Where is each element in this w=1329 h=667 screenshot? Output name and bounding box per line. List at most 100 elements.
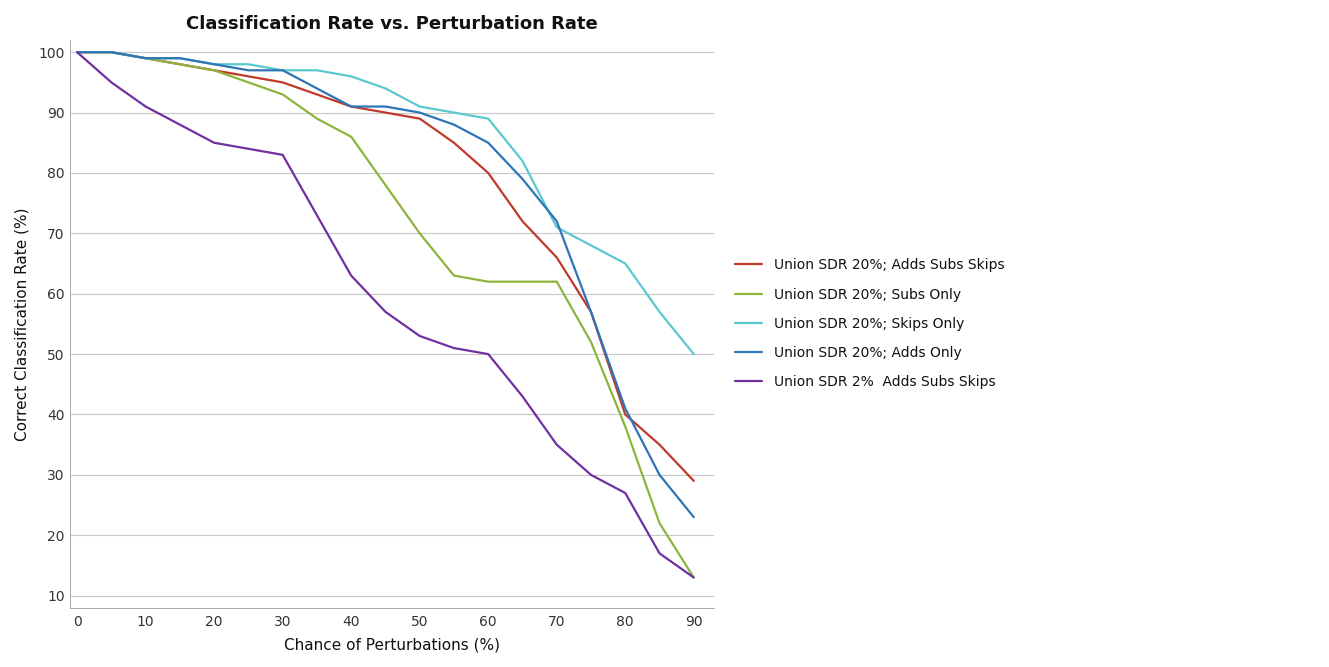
Union SDR 20%; Adds Subs Skips	[412, 115, 428, 123]
Y-axis label: Correct Classification Rate (%): Correct Classification Rate (%)	[15, 207, 31, 441]
Union SDR 20%; Subs Only	[412, 229, 428, 237]
Union SDR 20%; Adds Only	[617, 404, 633, 412]
Union SDR 20%; Skips Only	[171, 54, 187, 62]
Union SDR 2%  Adds Subs Skips	[686, 574, 702, 582]
Union SDR 20%; Adds Subs Skips	[651, 441, 667, 449]
Union SDR 20%; Skips Only	[514, 157, 530, 165]
Title: Classification Rate vs. Perturbation Rate: Classification Rate vs. Perturbation Rat…	[186, 15, 598, 33]
Union SDR 20%; Subs Only	[343, 133, 359, 141]
Union SDR 20%; Adds Only	[206, 60, 222, 68]
Union SDR 20%; Subs Only	[377, 181, 393, 189]
Union SDR 2%  Adds Subs Skips	[549, 441, 565, 449]
Union SDR 2%  Adds Subs Skips	[69, 48, 85, 56]
Union SDR 20%; Subs Only	[549, 277, 565, 285]
Union SDR 20%; Adds Subs Skips	[275, 79, 291, 87]
Union SDR 20%; Skips Only	[412, 103, 428, 111]
Union SDR 2%  Adds Subs Skips	[583, 471, 599, 479]
Union SDR 20%; Adds Subs Skips	[308, 91, 324, 99]
Union SDR 20%; Adds Only	[549, 217, 565, 225]
Union SDR 2%  Adds Subs Skips	[412, 332, 428, 340]
Union SDR 2%  Adds Subs Skips	[241, 145, 256, 153]
Union SDR 20%; Subs Only	[275, 91, 291, 99]
Union SDR 20%; Skips Only	[549, 223, 565, 231]
Union SDR 20%; Subs Only	[617, 423, 633, 431]
Union SDR 20%; Subs Only	[138, 54, 154, 62]
Union SDR 20%; Adds Only	[308, 85, 324, 93]
Union SDR 2%  Adds Subs Skips	[343, 271, 359, 279]
Union SDR 20%; Adds Only	[104, 48, 120, 56]
Union SDR 20%; Skips Only	[686, 350, 702, 358]
Union SDR 20%; Adds Only	[275, 66, 291, 74]
Union SDR 20%; Skips Only	[308, 66, 324, 74]
Union SDR 20%; Adds Only	[138, 54, 154, 62]
Union SDR 20%; Adds Only	[583, 308, 599, 316]
Union SDR 20%; Subs Only	[206, 66, 222, 74]
Union SDR 2%  Adds Subs Skips	[651, 550, 667, 558]
Union SDR 2%  Adds Subs Skips	[308, 211, 324, 219]
Union SDR 20%; Skips Only	[651, 308, 667, 316]
Union SDR 2%  Adds Subs Skips	[206, 139, 222, 147]
Union SDR 20%; Subs Only	[651, 519, 667, 527]
Union SDR 20%; Adds Only	[171, 54, 187, 62]
Union SDR 2%  Adds Subs Skips	[275, 151, 291, 159]
Union SDR 2%  Adds Subs Skips	[104, 79, 120, 87]
Union SDR 20%; Adds Subs Skips	[447, 139, 462, 147]
Union SDR 20%; Adds Only	[686, 513, 702, 521]
Line: Union SDR 2%  Adds Subs Skips: Union SDR 2% Adds Subs Skips	[77, 52, 694, 578]
Union SDR 20%; Adds Subs Skips	[549, 253, 565, 261]
Union SDR 2%  Adds Subs Skips	[617, 489, 633, 497]
Union SDR 20%; Adds Subs Skips	[480, 169, 496, 177]
Union SDR 20%; Skips Only	[480, 115, 496, 123]
Union SDR 20%; Adds Subs Skips	[69, 48, 85, 56]
Union SDR 20%; Adds Only	[447, 121, 462, 129]
Union SDR 20%; Skips Only	[69, 48, 85, 56]
Union SDR 20%; Adds Subs Skips	[343, 103, 359, 111]
Union SDR 20%; Skips Only	[377, 85, 393, 93]
Legend: Union SDR 20%; Adds Subs Skips, Union SDR 20%; Subs Only, Union SDR 20%; Skips O: Union SDR 20%; Adds Subs Skips, Union SD…	[728, 251, 1011, 396]
Line: Union SDR 20%; Skips Only: Union SDR 20%; Skips Only	[77, 52, 694, 354]
Line: Union SDR 20%; Subs Only: Union SDR 20%; Subs Only	[77, 52, 694, 578]
Union SDR 20%; Adds Only	[343, 103, 359, 111]
Union SDR 20%; Adds Subs Skips	[583, 308, 599, 316]
Union SDR 2%  Adds Subs Skips	[138, 103, 154, 111]
Union SDR 20%; Adds Subs Skips	[377, 109, 393, 117]
Union SDR 20%; Adds Only	[651, 471, 667, 479]
Union SDR 20%; Skips Only	[583, 241, 599, 249]
Union SDR 20%; Adds Only	[69, 48, 85, 56]
Union SDR 20%; Skips Only	[617, 259, 633, 267]
Union SDR 20%; Subs Only	[241, 79, 256, 87]
Union SDR 20%; Adds Subs Skips	[686, 477, 702, 485]
Union SDR 20%; Subs Only	[583, 338, 599, 346]
Union SDR 20%; Subs Only	[447, 271, 462, 279]
Union SDR 20%; Subs Only	[514, 277, 530, 285]
Union SDR 20%; Subs Only	[69, 48, 85, 56]
Union SDR 2%  Adds Subs Skips	[480, 350, 496, 358]
Union SDR 20%; Adds Only	[241, 66, 256, 74]
Union SDR 20%; Skips Only	[447, 109, 462, 117]
Union SDR 20%; Adds Subs Skips	[138, 54, 154, 62]
Union SDR 20%; Skips Only	[275, 66, 291, 74]
Union SDR 20%; Skips Only	[343, 72, 359, 80]
Union SDR 20%; Subs Only	[104, 48, 120, 56]
Line: Union SDR 20%; Adds Only: Union SDR 20%; Adds Only	[77, 52, 694, 517]
Union SDR 20%; Adds Subs Skips	[514, 217, 530, 225]
Union SDR 20%; Adds Only	[412, 109, 428, 117]
Union SDR 20%; Adds Subs Skips	[206, 66, 222, 74]
Union SDR 2%  Adds Subs Skips	[447, 344, 462, 352]
Union SDR 20%; Subs Only	[686, 574, 702, 582]
Union SDR 2%  Adds Subs Skips	[377, 308, 393, 316]
Union SDR 20%; Skips Only	[104, 48, 120, 56]
Union SDR 20%; Adds Subs Skips	[617, 410, 633, 418]
Union SDR 20%; Subs Only	[480, 277, 496, 285]
Union SDR 20%; Skips Only	[241, 60, 256, 68]
Union SDR 20%; Subs Only	[171, 60, 187, 68]
Union SDR 20%; Adds Only	[377, 103, 393, 111]
Union SDR 20%; Adds Subs Skips	[241, 72, 256, 80]
Union SDR 20%; Skips Only	[138, 54, 154, 62]
Union SDR 20%; Adds Only	[514, 175, 530, 183]
Line: Union SDR 20%; Adds Subs Skips: Union SDR 20%; Adds Subs Skips	[77, 52, 694, 481]
Union SDR 20%; Adds Only	[480, 139, 496, 147]
Union SDR 20%; Adds Subs Skips	[104, 48, 120, 56]
Union SDR 20%; Subs Only	[308, 115, 324, 123]
Union SDR 2%  Adds Subs Skips	[514, 392, 530, 400]
